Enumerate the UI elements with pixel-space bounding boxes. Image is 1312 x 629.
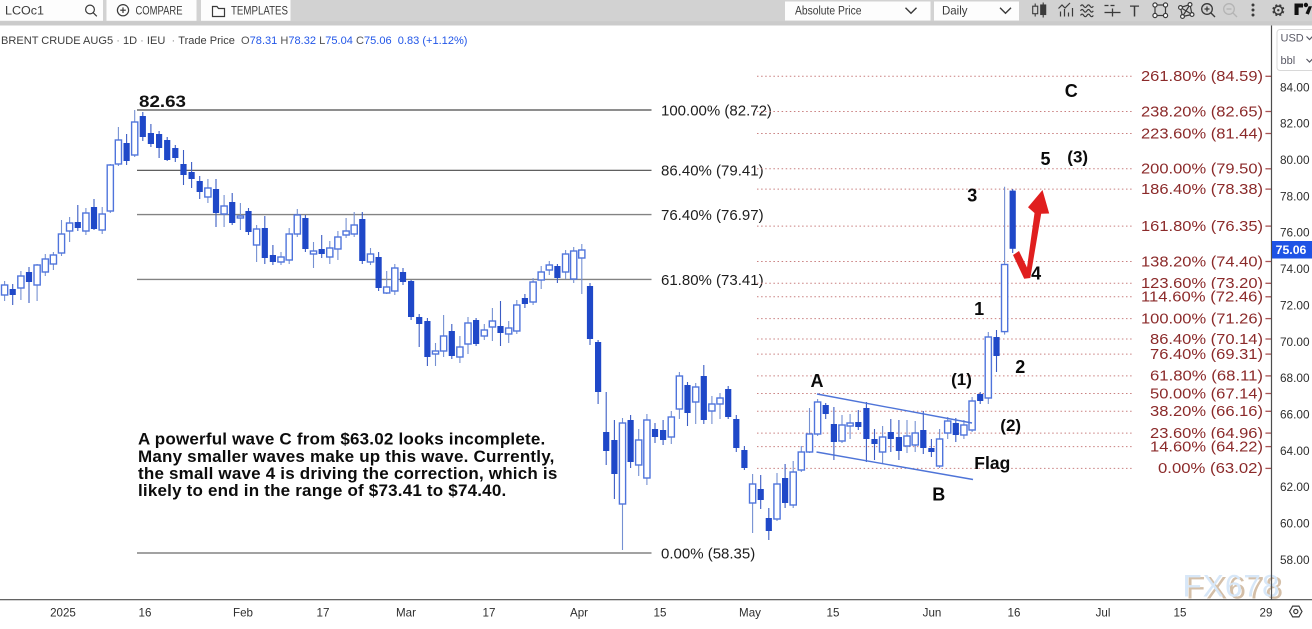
svg-text:100.00% (82.72): 100.00% (82.72)	[661, 102, 772, 119]
svg-text:TEMPLATES: TEMPLATES	[231, 4, 288, 17]
svg-text:68.00: 68.00	[1280, 371, 1310, 385]
svg-text:0.00% (63.02): 0.00% (63.02)	[1158, 461, 1263, 477]
svg-text:29: 29	[1260, 607, 1273, 620]
svg-text:86.40% (70.14): 86.40% (70.14)	[1150, 332, 1263, 348]
svg-text:the small wave 4 is driving th: the small wave 4 is driving the correcti…	[138, 464, 557, 483]
svg-text:64.00: 64.00	[1280, 444, 1310, 458]
svg-text:223.60% (81.44): 223.60% (81.44)	[1141, 126, 1263, 142]
svg-text:61.80% (68.11): 61.80% (68.11)	[1150, 369, 1263, 385]
svg-text:82.00: 82.00	[1280, 117, 1310, 131]
svg-text:60.00: 60.00	[1280, 517, 1310, 531]
svg-text:A: A	[811, 371, 824, 391]
svg-text:62.00: 62.00	[1280, 480, 1310, 494]
svg-text:78.00: 78.00	[1280, 189, 1310, 203]
svg-text:100.00% (71.26): 100.00% (71.26)	[1141, 311, 1263, 327]
svg-text:COMPARE: COMPARE	[136, 4, 183, 17]
svg-text:5: 5	[1040, 149, 1050, 169]
svg-text:238.20% (82.65): 238.20% (82.65)	[1141, 104, 1263, 120]
svg-text:16: 16	[139, 607, 152, 620]
svg-text:74.00: 74.00	[1280, 262, 1310, 276]
svg-text:LCOc1: LCOc1	[5, 4, 44, 17]
svg-text:May: May	[739, 607, 761, 620]
svg-text:17: 17	[483, 607, 496, 620]
svg-text:Many smaller waves make up thi: Many smaller waves make up this wave. Cu…	[138, 447, 555, 466]
svg-text:15: 15	[1174, 607, 1187, 620]
svg-text:bbl: bbl	[1281, 55, 1296, 67]
svg-text:76.00: 76.00	[1280, 226, 1310, 240]
svg-text:Feb: Feb	[233, 607, 253, 620]
svg-text:114.60% (72.46): 114.60% (72.46)	[1141, 290, 1263, 306]
svg-text:2025: 2025	[50, 607, 76, 620]
svg-text:66.00: 66.00	[1280, 408, 1310, 422]
svg-text:Absolute Price: Absolute Price	[795, 4, 862, 18]
svg-text:0.00% (58.35): 0.00% (58.35)	[661, 545, 755, 562]
svg-text:75.06: 75.06	[1276, 243, 1307, 257]
svg-text:84.00: 84.00	[1280, 80, 1310, 94]
svg-text:15: 15	[654, 607, 667, 620]
svg-text:4: 4	[1031, 264, 1041, 284]
svg-text:3: 3	[967, 185, 977, 205]
svg-text:50.00% (67.14): 50.00% (67.14)	[1150, 386, 1263, 402]
svg-text:261.80% (84.59): 261.80% (84.59)	[1141, 69, 1263, 85]
svg-text:likely to end in the range of: likely to end in the range of $73.41 to …	[138, 481, 506, 500]
svg-text:USD: USD	[1281, 33, 1304, 45]
svg-text:Flag: Flag	[974, 453, 1010, 473]
svg-text:86.40% (79.41): 86.40% (79.41)	[661, 163, 764, 180]
svg-text:138.20% (74.40): 138.20% (74.40)	[1141, 254, 1263, 270]
svg-text:17: 17	[317, 607, 330, 620]
svg-text:FX678: FX678	[1183, 568, 1280, 604]
svg-text:186.40% (78.38): 186.40% (78.38)	[1141, 182, 1263, 198]
svg-text:Mar: Mar	[396, 607, 416, 620]
svg-text:14.60% (64.22): 14.60% (64.22)	[1150, 439, 1263, 455]
svg-text:76.40% (76.97): 76.40% (76.97)	[661, 207, 764, 224]
svg-text:61.80% (73.41): 61.80% (73.41)	[661, 272, 764, 289]
svg-text:200.00% (79.50): 200.00% (79.50)	[1141, 162, 1263, 178]
svg-text:15: 15	[827, 607, 840, 620]
svg-text:Daily: Daily	[942, 4, 968, 18]
svg-text:38.20% (66.16): 38.20% (66.16)	[1150, 404, 1263, 420]
svg-text:Jun: Jun	[923, 607, 942, 620]
svg-text:58.00: 58.00	[1280, 553, 1310, 567]
svg-text:Apr: Apr	[570, 607, 588, 620]
svg-text:16: 16	[1008, 607, 1021, 620]
svg-text:B: B	[932, 485, 945, 505]
svg-text:161.80% (76.35): 161.80% (76.35)	[1141, 219, 1263, 235]
svg-text:70.00: 70.00	[1280, 335, 1310, 349]
svg-text:(2): (2)	[1000, 416, 1021, 435]
svg-text:A powerful wave C from $63.02: A powerful wave C from $63.02 looks inco…	[138, 430, 545, 449]
svg-text:Jul: Jul	[1096, 607, 1111, 620]
svg-text:80.00: 80.00	[1280, 153, 1310, 167]
svg-text:72.00: 72.00	[1280, 298, 1310, 312]
svg-text:(1): (1)	[951, 370, 972, 389]
svg-text:76.40% (69.31): 76.40% (69.31)	[1150, 347, 1263, 363]
svg-text:T: T	[1130, 4, 1140, 21]
svg-text:(3): (3)	[1067, 147, 1088, 166]
svg-text:BRENT CRUDE AUG5 · 1D · IEU ·: BRENT CRUDE AUG5 · 1D · IEU · Trade Pric…	[1, 35, 467, 47]
svg-text:1: 1	[974, 299, 984, 319]
svg-text:82.63: 82.63	[139, 93, 186, 111]
svg-text:2: 2	[1015, 357, 1025, 377]
svg-text:C: C	[1065, 81, 1078, 101]
